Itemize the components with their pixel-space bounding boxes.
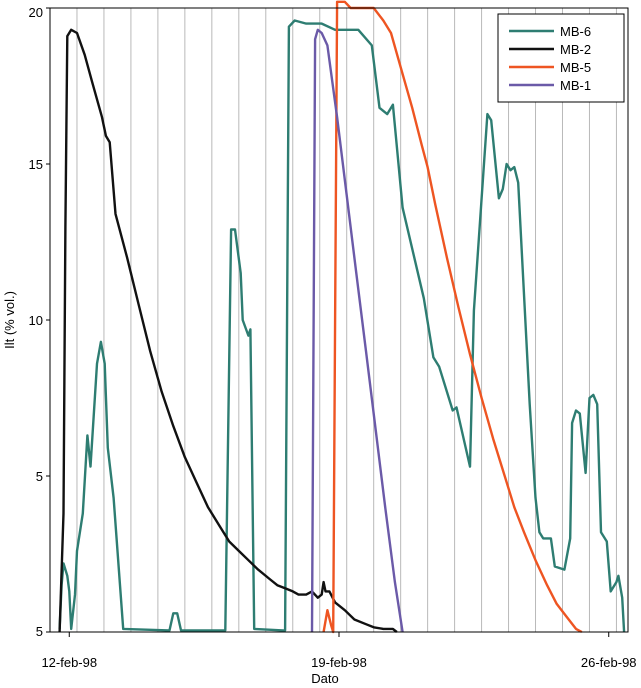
y-tick-label: 20 [29,5,43,20]
y-tick-label: 15 [29,157,43,172]
y-tick-label: 5 [36,469,43,484]
x-axis-title: Dato [311,671,338,686]
series-line-mb-1 [310,28,404,633]
x-tick-label: 19-feb-98 [311,655,367,670]
x-tick-label: 26-feb-98 [581,655,637,670]
y-tick-label: 10 [29,313,43,328]
legend-label-mb-1: MB-1 [560,78,591,93]
legend: MB-6 MB-2 MB-5 MB-1 [497,13,625,103]
legend-label-mb-5: MB-5 [560,60,591,75]
y-tick-label: 5 [36,624,43,639]
legend-label-mb-2: MB-2 [560,42,591,57]
x-tick-label: 12-feb-98 [41,655,97,670]
legend-box [497,13,625,103]
legend-label-mb-6: MB-6 [560,24,591,39]
x-axis-ticks: 12-feb-98 19-feb-98 26-feb-98 [41,632,637,670]
series-line-mb-5 [322,0,583,634]
series-line-mb-6 [58,19,626,633]
y-axis-title: Ilt (% vol.) [2,291,17,349]
data-series [58,0,626,634]
plot-background [50,8,628,632]
vertical-gridlines [76,8,617,632]
y-axis-ticks: 5 5 10 15 20 [29,5,50,639]
